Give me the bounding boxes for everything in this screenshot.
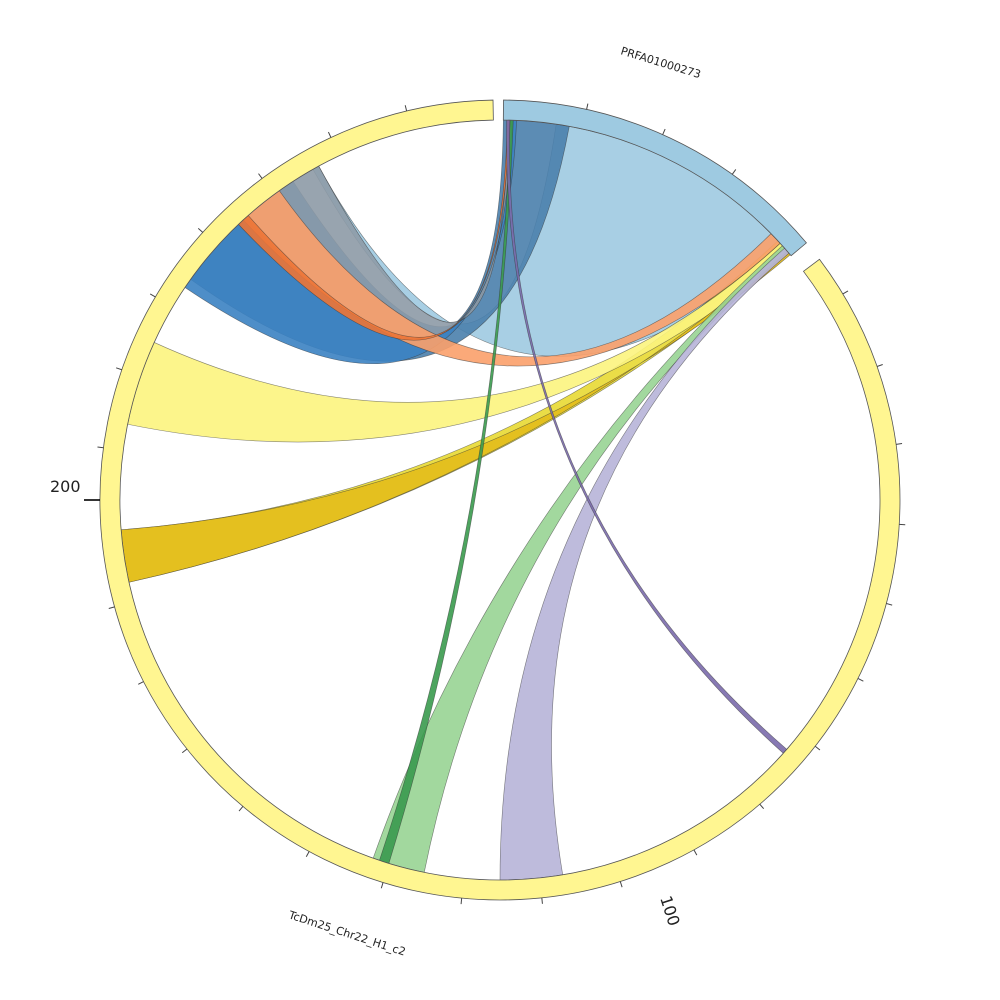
tick-chr-21 [197,227,204,233]
tick-chr-13 [305,851,310,858]
ribbon-layer [120,119,791,881]
tick-chr-18 [97,446,104,449]
tick-chr-15 [181,748,188,754]
segment-label-prfa01000273: PRFA01000273 [619,44,702,81]
segment-layer [99,99,901,901]
segment-arc-tcdm25-chr22 [99,99,901,901]
tick-chr-4 [886,603,893,606]
tick-prfa-1 [662,128,666,135]
tick-chr-22 [258,173,263,179]
tick-chr-16 [138,681,144,685]
tick-chr-17 [108,606,115,609]
tick-chr-12 [380,882,384,889]
tick-chr-10 [541,897,543,904]
tick-chr-6 [814,745,821,751]
tick-label-100: 100 [656,893,684,928]
tick-chr-0 [842,290,849,295]
tick-chr-19 [115,367,122,371]
tick-chr-8 [693,849,698,856]
tick-label-200: 200 [50,477,81,496]
tick-chr-20 [149,293,156,298]
segment-label-tcdm25-chr22: TcDm25_Chr22_H1_c2 [286,908,407,958]
tick-layer [84,103,906,905]
tick-chr-2 [896,443,903,445]
segment-arc-prfa01000273 [502,99,807,257]
tick-chr-9 [619,881,623,888]
tick-chr-14 [238,806,244,812]
tick-chr-5 [857,678,864,682]
tick-chr-1 [876,363,883,367]
tick-chr-7 [759,803,765,810]
tick-prfa-2 [731,169,737,175]
tick-chr-24 [404,105,408,112]
tick-prfa-0 [586,103,589,110]
tick-chr-23 [327,131,332,138]
tick-chr-11 [460,898,463,905]
